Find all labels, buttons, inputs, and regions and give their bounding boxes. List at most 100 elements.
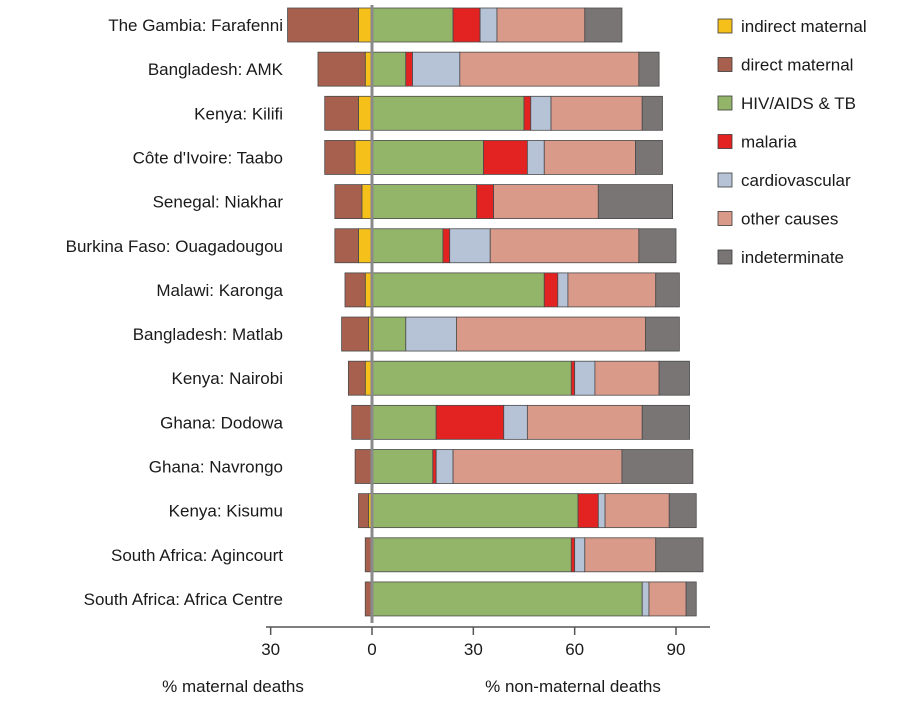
- tick-label-left-0: 0: [367, 640, 376, 659]
- bar-malaria-burkina-faso-ouagadougou: [442, 228, 451, 264]
- category-label: Burkina Faso: Ouagadougou: [66, 237, 283, 256]
- bar-direct-maternal-ghana-dodowa: [351, 404, 373, 440]
- legend-swatch-indirect-maternal: [717, 18, 733, 34]
- bar-direct-maternal-burkina-faso-ouagadougou: [334, 228, 359, 264]
- bar-cardiovascular-kenya-kisumu: [597, 493, 606, 529]
- bar-indirect-maternal-senegal-niakhar: [361, 184, 373, 220]
- bar-other-causes-senegal-niakhar: [493, 184, 599, 220]
- legend-label-cardiovascular: cardiovascular: [741, 171, 851, 190]
- bar-direct-maternal-bangladesh-matlab: [341, 316, 370, 352]
- bar-cardiovascular-south-africa-africa-centre: [641, 581, 650, 617]
- bar-malaria-the-gambia-farafenni: [452, 7, 481, 43]
- category-label: Kenya: Nairobi: [171, 369, 283, 388]
- bar-hiv-aids-tb-c-te-d-ivoire-taabo: [371, 140, 484, 175]
- bar-cardiovascular-ghana-dodowa: [503, 404, 528, 440]
- legend-swatch-cardiovascular: [717, 172, 733, 188]
- bar-malaria-senegal-niakhar: [476, 184, 494, 220]
- bar-cardiovascular-south-africa-agincourt: [574, 537, 586, 573]
- bar-cardiovascular-burkina-faso-ouagadougou: [449, 228, 491, 264]
- bar-malaria-ghana-navrongo: [432, 449, 437, 484]
- bar-hiv-aids-tb-south-africa-agincourt: [371, 537, 572, 573]
- legend-swatch-indeterminate: [717, 249, 733, 265]
- legend-label-hiv-aids-tb: HIV/AIDS & TB: [741, 94, 856, 113]
- bar-malaria-bangladesh-amk: [405, 51, 413, 87]
- bar-indirect-maternal-kenya-kilifi: [358, 95, 373, 131]
- category-label: Ghana: Dodowa: [160, 413, 283, 432]
- tick-label-right-90: 90: [667, 640, 686, 659]
- legend: indirect maternal direct maternal HIV/AIDS…: [717, 17, 867, 267]
- category-label: Malawi: Karonga: [156, 281, 283, 300]
- bar-malaria-ghana-dodowa: [435, 404, 505, 440]
- category-label: Kenya: Kisumu: [169, 502, 283, 521]
- bar-hiv-aids-tb-south-africa-africa-centre: [371, 581, 643, 617]
- bar-indeterminate-malawi-karonga: [655, 272, 680, 308]
- bar-other-causes-malawi-karonga: [567, 272, 657, 308]
- bar-hiv-aids-tb-malawi-karonga: [371, 272, 545, 308]
- tick-label-left-30: 30: [261, 640, 280, 659]
- bar-indeterminate-ghana-navrongo: [621, 449, 694, 484]
- bar-other-causes-south-africa-agincourt: [584, 537, 657, 573]
- bar-malaria-malawi-karonga: [543, 272, 559, 308]
- category-label: South Africa: Africa Centre: [84, 590, 283, 609]
- bar-direct-maternal-kenya-kisumu: [358, 493, 370, 529]
- bar-indeterminate-c-te-d-ivoire-taabo: [635, 140, 663, 175]
- bar-other-causes-kenya-kisumu: [604, 493, 670, 529]
- bar-cardiovascular-kenya-nairobi: [574, 360, 596, 396]
- category-label: Kenya: Kilifi: [194, 104, 283, 123]
- bars-layer: [287, 7, 704, 617]
- bar-other-causes-ghana-dodowa: [526, 404, 643, 440]
- bar-indeterminate-south-africa-agincourt: [655, 537, 704, 573]
- bar-hiv-aids-tb-the-gambia-farafenni: [371, 7, 454, 43]
- bar-hiv-aids-tb-ghana-dodowa: [371, 404, 437, 440]
- bar-other-causes-south-africa-africa-centre: [648, 581, 687, 617]
- bar-cardiovascular-the-gambia-farafenni: [479, 7, 498, 43]
- bar-hiv-aids-tb-bangladesh-amk: [371, 51, 407, 87]
- category-labels: The Gambia: Farafenni Bangladesh: AMK Keny…: [66, 16, 284, 609]
- bar-indirect-maternal-burkina-faso-ouagadougou: [358, 228, 373, 264]
- bar-direct-maternal-bangladesh-amk: [317, 51, 366, 87]
- bar-direct-maternal-ghana-navrongo: [354, 449, 373, 484]
- category-label: Bangladesh: AMK: [148, 60, 284, 79]
- legend-label-direct-maternal: direct maternal: [741, 56, 853, 75]
- bar-hiv-aids-tb-ghana-navrongo: [371, 449, 434, 484]
- category-label: Senegal: Niakhar: [153, 193, 284, 212]
- bar-cardiovascular-bangladesh-matlab: [405, 316, 457, 352]
- bar-other-causes-ghana-navrongo: [452, 449, 623, 484]
- category-label: South Africa: Agincourt: [111, 546, 283, 565]
- bar-other-causes-burkina-faso-ouagadougou: [489, 228, 640, 264]
- bar-malaria-south-africa-agincourt: [570, 537, 576, 573]
- category-label: Côte d'Ivoire: Taabo: [133, 148, 283, 167]
- legend-swatch-other-causes: [717, 211, 733, 226]
- bar-cardiovascular-ghana-navrongo: [435, 449, 454, 484]
- bar-other-causes-the-gambia-farafenni: [496, 7, 586, 43]
- bar-other-causes-bangladesh-amk: [459, 51, 640, 87]
- bar-direct-maternal-kenya-nairobi: [347, 360, 366, 396]
- bar-malaria-kenya-kisumu: [577, 493, 599, 529]
- legend-swatch-direct-maternal: [717, 57, 733, 72]
- bar-indeterminate-the-gambia-farafenni: [584, 7, 623, 43]
- bar-direct-maternal-senegal-niakhar: [334, 184, 363, 220]
- bar-indirect-maternal-the-gambia-farafenni: [358, 7, 373, 43]
- bar-indeterminate-bangladesh-amk: [638, 51, 660, 87]
- bar-indirect-maternal-c-te-d-ivoire-taabo: [354, 140, 373, 175]
- category-label: Ghana: Navrongo: [149, 458, 283, 477]
- bar-hiv-aids-tb-burkina-faso-ouagadougou: [371, 228, 444, 264]
- bar-other-causes-bangladesh-matlab: [456, 316, 647, 352]
- bar-cardiovascular-kenya-kilifi: [530, 95, 552, 131]
- bar-indeterminate-south-africa-africa-centre: [685, 581, 697, 617]
- bar-malaria-kenya-nairobi: [570, 360, 576, 396]
- right-axis-title: % non-maternal deaths: [485, 677, 661, 696]
- left-axis-title: % maternal deaths: [162, 677, 304, 696]
- bar-malaria-kenya-kilifi: [523, 95, 532, 131]
- legend-label-indeterminate: indeterminate: [741, 248, 844, 267]
- bar-direct-maternal-kenya-kilifi: [324, 95, 359, 131]
- bar-hiv-aids-tb-kenya-nairobi: [371, 360, 572, 396]
- category-label: The Gambia: Farafenni: [108, 16, 283, 35]
- legend-swatch-hiv-aids-tb: [717, 95, 733, 111]
- tick-label-right-60: 60: [565, 640, 584, 659]
- axis-ticks: 30 0 30 60 90: [261, 627, 685, 659]
- tick-label-right-30: 30: [464, 640, 483, 659]
- bar-indeterminate-senegal-niakhar: [597, 184, 674, 220]
- bar-indeterminate-ghana-dodowa: [641, 404, 690, 440]
